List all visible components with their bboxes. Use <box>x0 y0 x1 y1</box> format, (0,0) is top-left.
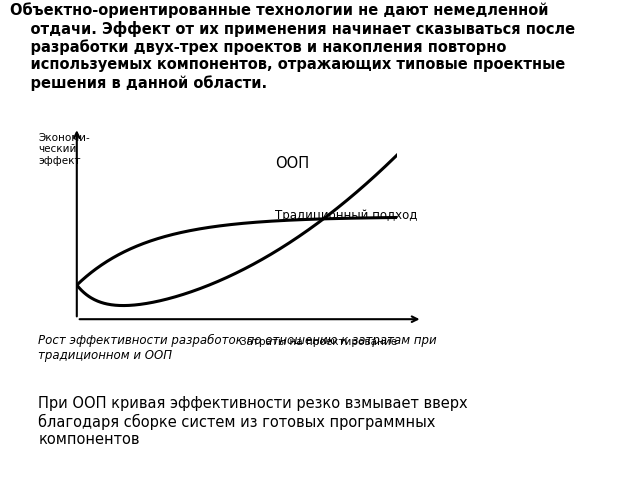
Text: Рост эффективности разработок по отношению к затратам при
традиционном и ООП: Рост эффективности разработок по отношен… <box>38 334 437 362</box>
Text: Традиционный подход: Традиционный подход <box>275 209 417 222</box>
Text: При ООП кривая эффективности резко взмывает вверх
благодаря сборке систем из гот: При ООП кривая эффективности резко взмыв… <box>38 396 468 447</box>
Text: Объектно-ориентированные технологии не дают немедленной
    отдачи. Эффект от их: Объектно-ориентированные технологии не д… <box>10 2 575 91</box>
Text: ООП: ООП <box>275 156 309 171</box>
Text: Затраты на проектирование: Затраты на проектирование <box>239 337 397 347</box>
Text: Экономи-
ческий
эффект: Экономи- ческий эффект <box>38 132 90 166</box>
